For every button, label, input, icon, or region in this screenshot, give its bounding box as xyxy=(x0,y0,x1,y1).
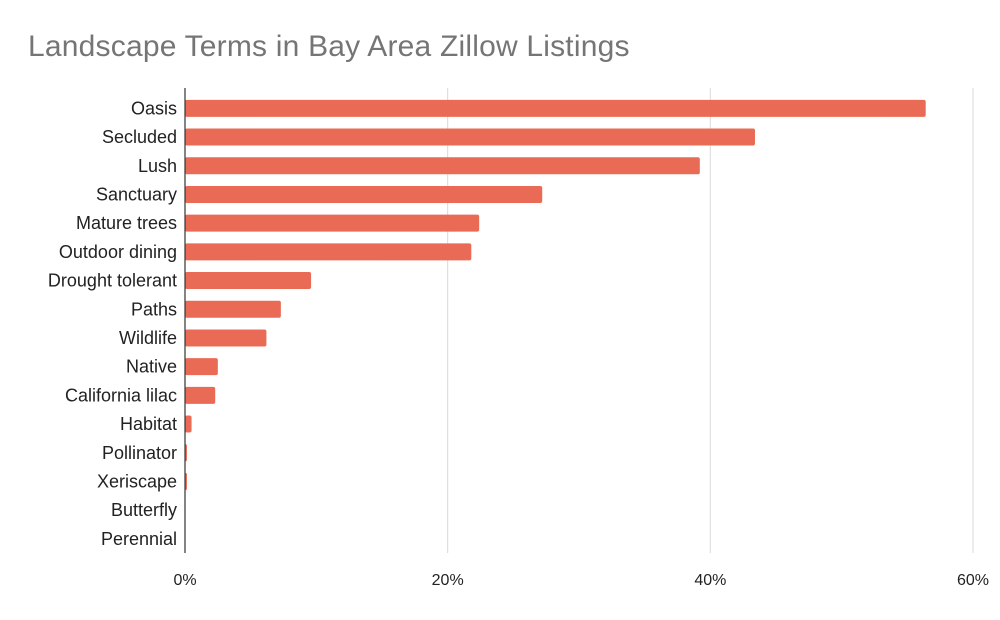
category-label-butterfly: Butterfly xyxy=(111,500,177,520)
category-label-wildlife: Wildlife xyxy=(119,328,177,348)
bar-drought-tolerant xyxy=(185,272,312,290)
category-label-paths: Paths xyxy=(131,299,177,319)
x-tick-label-2: 40% xyxy=(694,572,726,589)
x-tick-labels: 0% 20% 40% 60% xyxy=(173,572,989,589)
category-label-sanctuary: Sanctuary xyxy=(96,184,177,204)
category-labels: Oasis Secluded Lush Sanctuary Mature trees Ou… xyxy=(48,98,177,548)
bar-paths xyxy=(185,300,281,318)
bar-sanctuary xyxy=(185,185,543,203)
category-label-oasis: Oasis xyxy=(131,98,177,118)
category-label-lush: Lush xyxy=(138,156,177,176)
category-label-habitat: Habitat xyxy=(120,414,177,434)
category-label-outdoor-dining: Outdoor dining xyxy=(59,242,177,262)
bar-wildlife xyxy=(185,329,267,347)
bar-california-lilac xyxy=(185,386,216,404)
category-label-perennial: Perennial xyxy=(101,529,177,549)
bar-outdoor-dining xyxy=(185,243,472,261)
bar-native xyxy=(185,358,218,376)
x-tick-label-3: 60% xyxy=(957,572,989,589)
category-label-mature-trees: Mature trees xyxy=(76,213,177,233)
bar-secluded xyxy=(185,128,755,146)
x-tick-label-1: 20% xyxy=(432,572,464,589)
bars xyxy=(185,99,926,490)
x-tick-label-0: 0% xyxy=(173,572,196,589)
category-label-native: Native xyxy=(126,357,177,377)
category-label-secluded: Secluded xyxy=(102,127,177,147)
category-label-xeriscape: Xeriscape xyxy=(97,471,177,491)
bar-lush xyxy=(185,157,700,175)
category-label-drought-tolerant: Drought tolerant xyxy=(48,271,177,291)
category-label-pollinator: Pollinator xyxy=(102,443,177,463)
bar-mature-trees xyxy=(185,214,480,232)
category-label-california-lilac: California lilac xyxy=(65,385,177,405)
bar-oasis xyxy=(185,99,926,117)
bar-habitat xyxy=(185,415,192,433)
chart-title: Landscape Terms in Bay Area Zillow Listi… xyxy=(28,30,630,63)
